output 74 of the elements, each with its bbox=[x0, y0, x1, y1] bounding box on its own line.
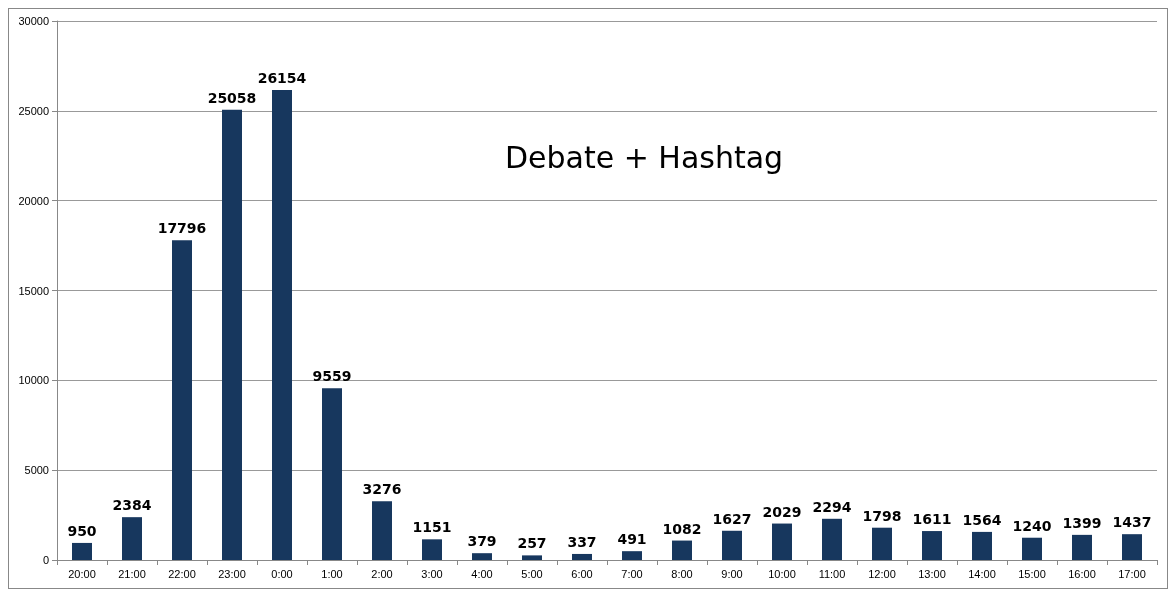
bar bbox=[72, 542, 92, 560]
bar bbox=[622, 551, 642, 560]
y-tick-label: 0 bbox=[42, 554, 49, 566]
data-label: 379 bbox=[467, 533, 497, 550]
bar bbox=[122, 517, 142, 560]
data-label: 9559 bbox=[312, 368, 352, 385]
x-tick-label: 16:00 bbox=[1068, 567, 1096, 580]
bar bbox=[672, 540, 692, 560]
data-label: 1798 bbox=[862, 507, 902, 524]
bar bbox=[472, 553, 492, 560]
x-tick-label: 20:00 bbox=[68, 567, 96, 580]
y-tick-label: 15000 bbox=[18, 284, 49, 297]
y-tick-label: 20000 bbox=[18, 194, 49, 207]
bar bbox=[522, 555, 542, 560]
bar bbox=[222, 109, 242, 560]
bar bbox=[1022, 537, 1042, 560]
x-tick-label: 0:00 bbox=[271, 567, 293, 580]
y-tick-label: 25000 bbox=[18, 104, 49, 117]
x-tick-label: 9:00 bbox=[721, 567, 743, 580]
bar bbox=[422, 539, 442, 560]
data-label: 1151 bbox=[412, 519, 452, 536]
data-label: 1399 bbox=[1062, 514, 1102, 531]
bar bbox=[722, 530, 742, 560]
data-label: 257 bbox=[517, 535, 547, 552]
bar bbox=[1072, 534, 1092, 560]
x-tick-label: 21:00 bbox=[118, 567, 146, 580]
x-tick-label: 14:00 bbox=[968, 567, 996, 580]
x-tick-label: 12:00 bbox=[868, 567, 896, 580]
bar bbox=[322, 388, 342, 560]
data-label: 950 bbox=[67, 522, 97, 539]
x-tick-label: 15:00 bbox=[1018, 567, 1046, 580]
x-tick-label: 4:00 bbox=[471, 567, 493, 580]
data-label: 1564 bbox=[962, 511, 1002, 528]
data-label: 2294 bbox=[812, 498, 852, 515]
x-tick-label: 11:00 bbox=[818, 567, 846, 580]
data-label: 26154 bbox=[257, 70, 307, 87]
data-label: 2029 bbox=[762, 503, 802, 520]
bar bbox=[922, 531, 942, 560]
data-label: 1627 bbox=[712, 510, 752, 527]
data-label: 1437 bbox=[1112, 514, 1152, 531]
x-tick-label: 10:00 bbox=[768, 567, 796, 580]
x-tick-label: 5:00 bbox=[521, 567, 543, 580]
y-tick-label: 10000 bbox=[18, 374, 49, 387]
x-tick-label: 13:00 bbox=[918, 567, 946, 580]
data-label: 1611 bbox=[912, 511, 952, 528]
y-tick-label: 5000 bbox=[24, 464, 49, 477]
x-tick-label: 17:00 bbox=[1118, 567, 1146, 580]
data-label: 337 bbox=[567, 533, 597, 550]
y-tick-label: 30000 bbox=[18, 15, 49, 27]
bar bbox=[772, 523, 792, 560]
data-label: 491 bbox=[617, 531, 647, 548]
data-label: 3276 bbox=[362, 481, 402, 498]
bar bbox=[572, 553, 592, 560]
x-tick-label: 6:00 bbox=[571, 567, 593, 580]
data-label: 1240 bbox=[1012, 517, 1052, 534]
x-tick-label: 2:00 bbox=[371, 567, 393, 580]
data-label: 2384 bbox=[112, 497, 152, 514]
bar bbox=[822, 518, 842, 560]
x-tick-label: 1:00 bbox=[321, 567, 343, 580]
data-label: 17796 bbox=[157, 220, 207, 237]
x-tick-label: 22:00 bbox=[168, 567, 196, 580]
bar bbox=[272, 90, 292, 560]
x-tick-label: 3:00 bbox=[421, 567, 443, 580]
bar bbox=[872, 527, 892, 560]
bar bbox=[372, 501, 392, 560]
bar bbox=[1122, 534, 1142, 560]
text: Debate + Hashtag bbox=[504, 139, 784, 175]
bar bbox=[172, 240, 192, 560]
x-tick-label: 7:00 bbox=[621, 567, 643, 580]
data-label: 1082 bbox=[662, 520, 702, 537]
x-tick-label: 8:00 bbox=[671, 567, 693, 580]
data-label: 25058 bbox=[207, 89, 257, 106]
x-tick-label: 23:00 bbox=[218, 567, 246, 580]
bar bbox=[972, 531, 992, 560]
